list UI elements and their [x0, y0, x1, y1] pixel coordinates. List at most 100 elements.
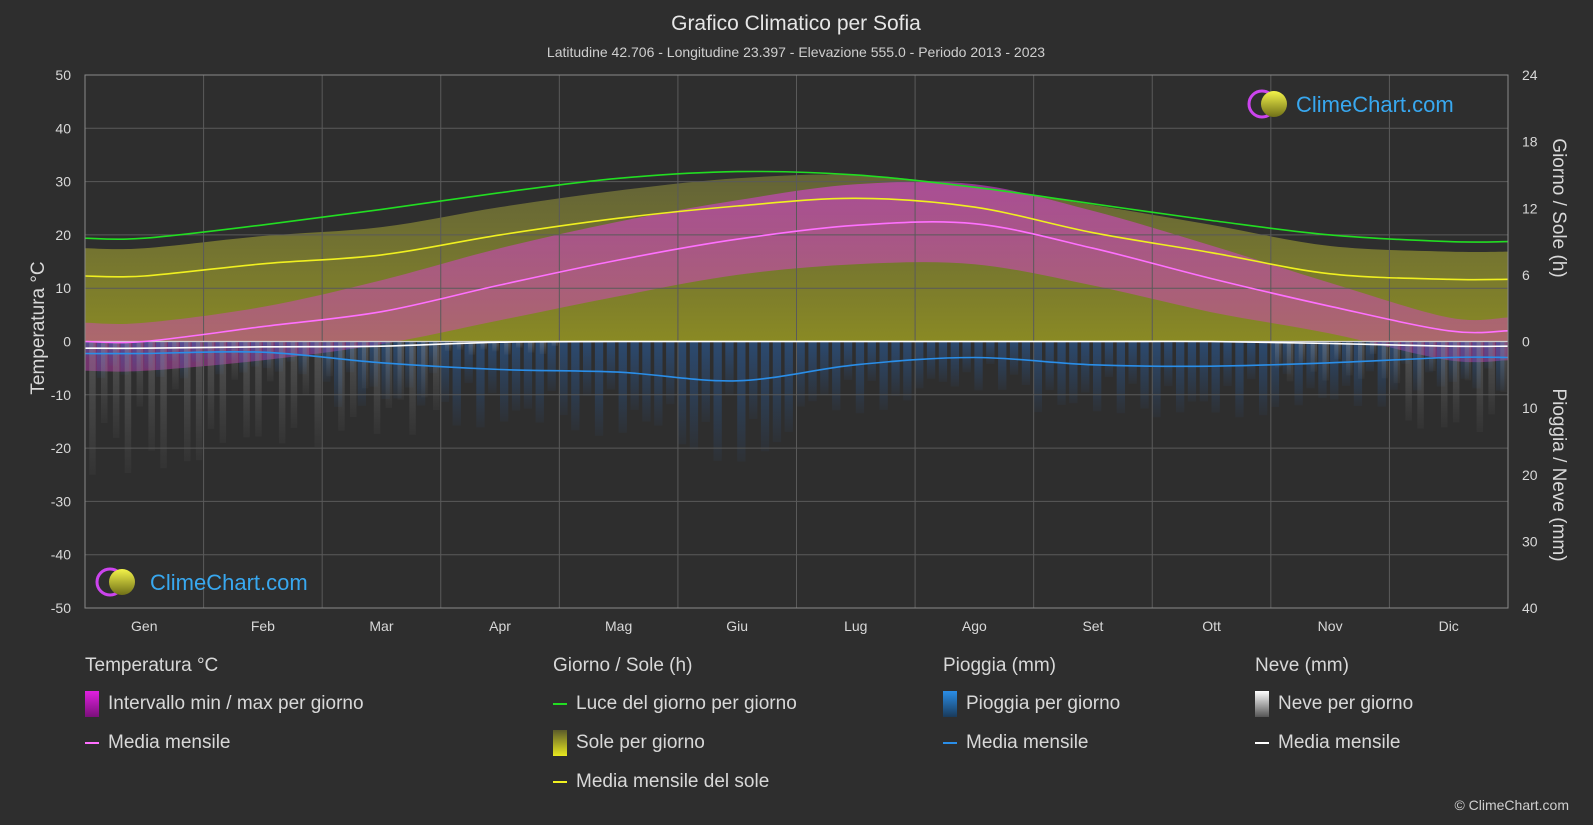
snow-day-bar	[1393, 341, 1401, 384]
snow-day-bar	[314, 341, 321, 447]
legend-snow-title: Neve (mm)	[1255, 655, 1349, 676]
rain-day-bar	[334, 341, 343, 407]
snow-day-bar	[1298, 341, 1306, 365]
rain-day-bar	[1259, 341, 1268, 416]
rain-day-bar	[357, 341, 366, 406]
y-tick-left: -40	[51, 547, 71, 563]
snow-day-bar	[1334, 341, 1341, 360]
legend-temp-range-swatch	[85, 691, 99, 717]
snow-day-bar	[89, 341, 96, 475]
rain-day-bar	[1270, 341, 1280, 407]
y-tick-left: 40	[55, 120, 71, 136]
logo-bottom-text: ClimeChart.com	[150, 570, 308, 595]
legend-daylight-label: Luce del giorno per giorno	[576, 693, 797, 714]
legend-temp-mean: Media mensile	[85, 730, 364, 756]
snow-day-bar	[1369, 341, 1377, 355]
legend-rain: Pioggia (mm) Pioggia per giorno Media me…	[943, 655, 1120, 769]
rain-day-bar	[1330, 341, 1339, 400]
snow-day-bar	[219, 341, 227, 443]
rain-day-bar	[1353, 341, 1363, 406]
snow-day-bar	[207, 341, 215, 429]
legend-snow-mean: Media mensile	[1255, 730, 1413, 756]
snow-day-bar	[231, 341, 238, 380]
snow-day-bar	[421, 341, 428, 398]
copyright: © ClimeChart.com	[1454, 797, 1569, 813]
x-tick-month: Apr	[489, 618, 511, 634]
y-tick-left: 0	[63, 334, 71, 350]
rain-day-bar	[642, 341, 651, 422]
y-tick-left: 10	[55, 280, 71, 296]
snow-day-bar	[433, 341, 440, 410]
rain-day-bar	[1235, 341, 1244, 418]
legend-rain-daily: Pioggia per giorno	[943, 691, 1120, 717]
rain-day-bar	[369, 341, 378, 387]
legend-temperature-title: Temperatura °C	[85, 655, 219, 676]
rain-day-bar	[1176, 341, 1185, 413]
rain-day-bar	[559, 341, 568, 416]
sun-mean-line	[84, 197, 1509, 281]
snow-day-bar	[1452, 341, 1460, 423]
snow-day-bar	[326, 341, 333, 377]
rain-day-bar	[476, 341, 485, 428]
snow-day-bar	[551, 341, 559, 347]
x-tick-month: Mar	[369, 618, 393, 634]
rain-day-bar	[915, 341, 924, 389]
snow-day-bar	[409, 341, 416, 435]
rain-day-bar	[1057, 341, 1066, 405]
legend-sun-mean-swatch	[553, 781, 567, 783]
rain-day-bar	[511, 341, 521, 411]
rain-day-bar	[274, 341, 283, 372]
snow-day-bar	[1286, 341, 1294, 382]
rain-day-bar	[1436, 341, 1446, 387]
y-tick-left: -50	[51, 600, 71, 616]
snow-day-bar	[1441, 341, 1448, 428]
rain-day-bar	[689, 341, 699, 450]
rain-day-bar	[1069, 341, 1078, 404]
snow-day-bar	[527, 341, 535, 353]
rain-day-bar	[1223, 341, 1232, 387]
snow-day-bar	[1500, 341, 1507, 393]
logo-sun-icon	[109, 569, 135, 595]
y-axis-left-label: Temperatura °C	[28, 261, 49, 394]
rain-day-bar	[867, 341, 876, 381]
snow-day-bar	[1488, 341, 1495, 415]
legend-sun-mean: Media mensile del sole	[553, 769, 797, 795]
legend-sun: Giorno / Sole (h) Luce del giorno per gi…	[553, 655, 797, 808]
y-tick-left: 50	[55, 67, 71, 83]
snow-day-bar	[1275, 341, 1282, 368]
rain-day-bar	[630, 341, 639, 410]
y-axis-right-top-label: Giorno / Sole (h)	[1548, 138, 1569, 277]
chart-legend: Temperatura °C Intervallo min / max per …	[0, 655, 1593, 815]
rain-day-bar	[523, 341, 533, 409]
snow-mean-line	[84, 340, 1509, 350]
x-tick-month: Gen	[131, 618, 157, 634]
rain-day-bar	[1033, 341, 1042, 413]
snow-day-bar	[267, 341, 274, 382]
rain-day-bar	[832, 341, 841, 411]
y-tick-right-hours: 0	[1522, 334, 1530, 350]
y-axis-right-bottom-label: Pioggia / Neve (mm)	[1548, 388, 1569, 561]
rain-day-bar	[1164, 341, 1173, 387]
snow-day-bar	[1358, 341, 1365, 379]
rain-day-bar	[1211, 341, 1220, 413]
rain-day-bar	[737, 341, 746, 462]
rain-day-bar	[855, 341, 865, 414]
legend-temp-mean-swatch	[85, 742, 99, 744]
logo-top: ClimeChart.com	[1247, 89, 1454, 119]
rain-day-bar	[1294, 341, 1303, 406]
snow-day-bar	[444, 341, 452, 351]
rain-day-bar	[891, 341, 900, 396]
rain-day-bar	[85, 341, 94, 358]
y-tick-right-mm: 10	[1522, 400, 1538, 416]
rain-day-bar	[725, 341, 734, 395]
snow-day-bar	[1429, 341, 1436, 371]
snow-day-bar	[243, 341, 250, 438]
legend-snow-swatch	[1255, 691, 1269, 717]
rain-day-bar	[535, 341, 544, 423]
rain-day-bar	[464, 341, 473, 384]
rain-day-bar	[1093, 341, 1102, 412]
legend-rain-title: Pioggia (mm)	[943, 655, 1056, 676]
snow-day-bar	[124, 341, 132, 474]
y-tick-left: -20	[51, 440, 71, 456]
rain-day-bar	[298, 341, 307, 375]
